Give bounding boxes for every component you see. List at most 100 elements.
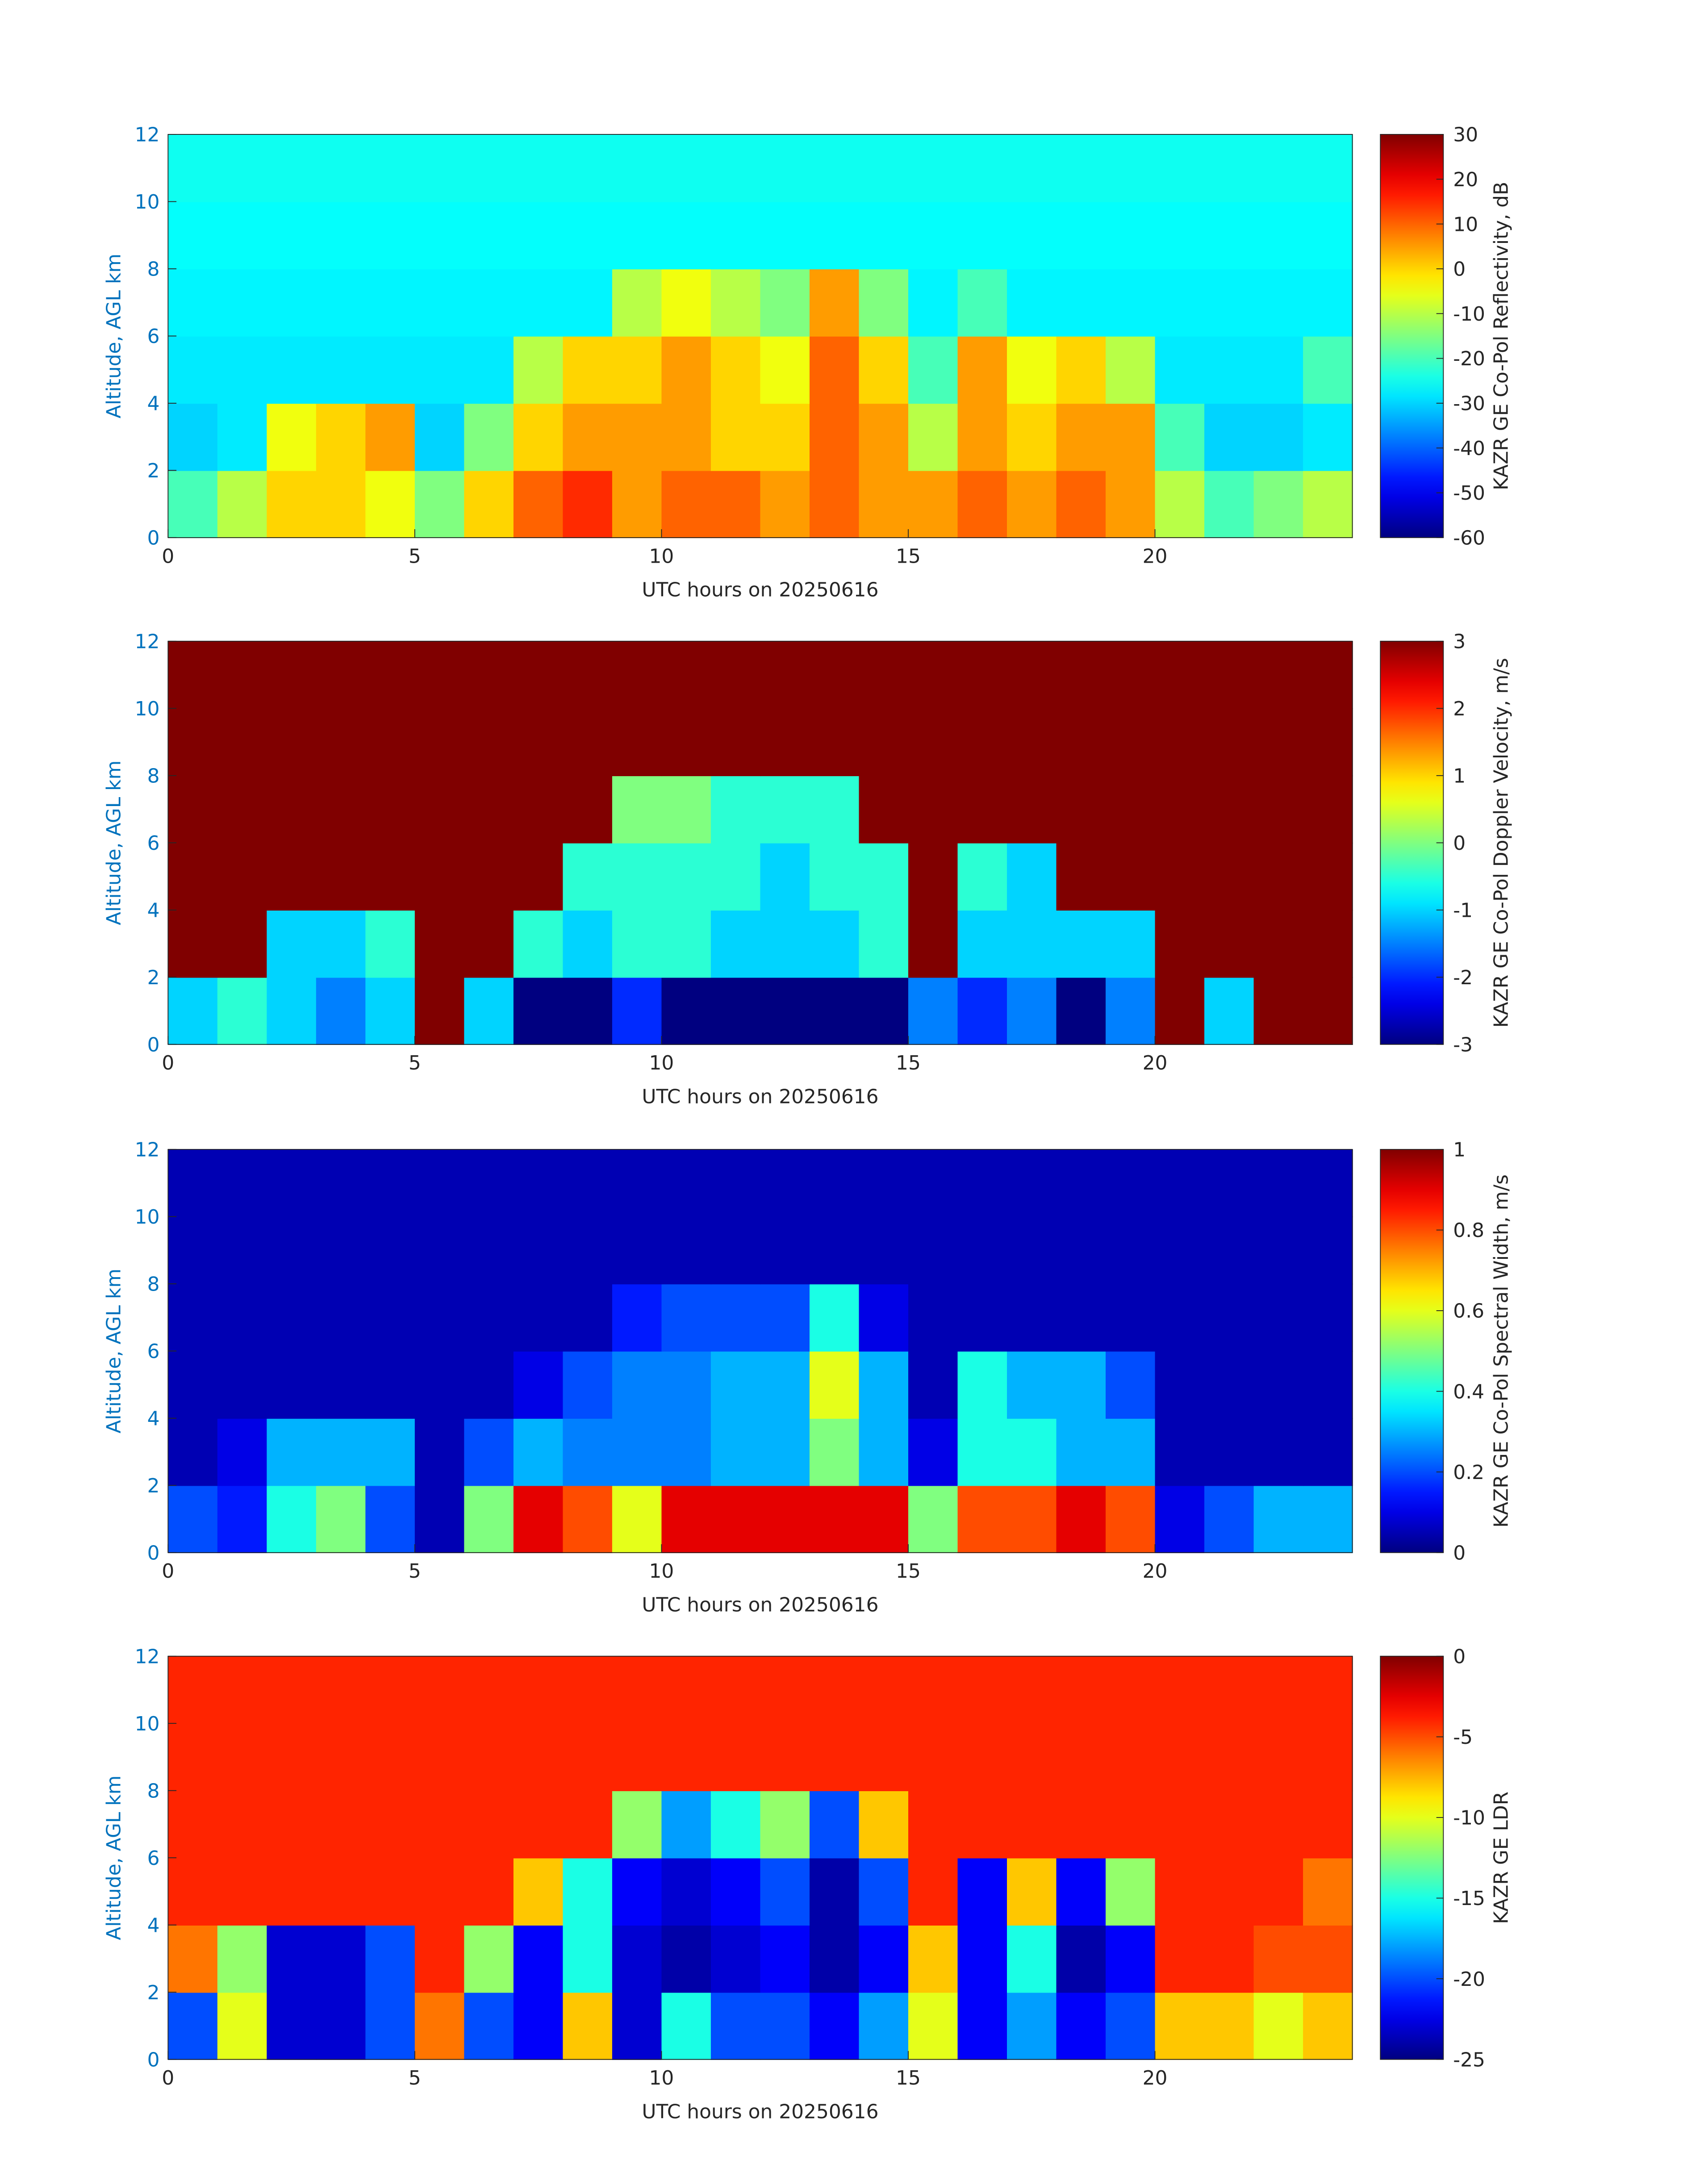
heatmap-cell xyxy=(267,1790,317,1859)
heatmap-cell xyxy=(316,403,366,471)
x-axis-label: UTC hours on 20250616 xyxy=(642,2100,878,2123)
heatmap-cell xyxy=(661,336,712,404)
heatmap-cell xyxy=(908,403,958,471)
heatmap-cell xyxy=(365,1858,416,1926)
heatmap-cell xyxy=(760,1149,810,1217)
heatmap-cell xyxy=(1007,843,1057,911)
heatmap-cell xyxy=(217,134,267,202)
heatmap-cell xyxy=(661,1418,712,1486)
heatmap-cell xyxy=(809,1790,860,1859)
heatmap-cell xyxy=(760,1418,810,1486)
y-tick-label: 2 xyxy=(147,460,160,482)
colorbar-tick-label: 2 xyxy=(1453,698,1466,720)
heatmap-cell xyxy=(1056,134,1107,202)
heatmap-cell xyxy=(563,1858,613,1926)
y-tick-label: 8 xyxy=(147,1780,160,1802)
y-tick-label: 12 xyxy=(135,124,160,146)
heatmap-cell xyxy=(414,977,465,1045)
heatmap-cell xyxy=(513,1418,564,1486)
heatmap-cell xyxy=(1007,1656,1057,1724)
heatmap-cell xyxy=(316,1418,366,1486)
heatmap-cell xyxy=(661,403,712,471)
heatmap-cell xyxy=(760,470,810,539)
heatmap-cell xyxy=(809,641,860,709)
heatmap-cell xyxy=(563,403,613,471)
colorbar-tick-label: 30 xyxy=(1453,124,1478,146)
x-axis-label: UTC hours on 20250616 xyxy=(642,1085,878,1108)
heatmap-cell xyxy=(957,1418,1008,1486)
heatmap-cell xyxy=(168,1925,218,1993)
heatmap-cell xyxy=(1253,1149,1304,1217)
heatmap-cell xyxy=(908,641,958,709)
heatmap-cell xyxy=(809,268,860,337)
heatmap-cell xyxy=(661,641,712,709)
heatmap-cell xyxy=(1253,1283,1304,1352)
heatmap-cell xyxy=(760,910,810,978)
x-tick-label: 5 xyxy=(409,545,421,568)
heatmap-cell xyxy=(612,1418,662,1486)
heatmap-cell xyxy=(414,1790,465,1859)
heatmap-cell xyxy=(563,1790,613,1859)
heatmap-cell xyxy=(1303,1656,1353,1724)
heatmap-cell xyxy=(217,1418,267,1486)
heatmap-cell xyxy=(365,977,416,1045)
heatmap-cell xyxy=(563,910,613,978)
y-tick-label: 10 xyxy=(135,1206,160,1228)
heatmap-cell xyxy=(563,1992,613,2060)
x-tick-label: 0 xyxy=(162,545,174,568)
heatmap-cell xyxy=(1204,910,1254,978)
heatmap-cell xyxy=(661,1351,712,1419)
heatmap-cell xyxy=(464,1858,514,1926)
heatmap-cell xyxy=(1253,1656,1304,1724)
heatmap-cell xyxy=(1155,134,1205,202)
heatmap-cell xyxy=(859,910,909,978)
heatmap-cell xyxy=(760,1790,810,1859)
heatmap-cell xyxy=(168,1858,218,1926)
colorbar xyxy=(1380,134,1444,538)
heatmap-cell xyxy=(1253,1790,1304,1859)
heatmap-cell xyxy=(365,641,416,709)
y-tick-label: 0 xyxy=(147,2048,160,2071)
heatmap-cell xyxy=(1106,1992,1156,2060)
heatmap-cell xyxy=(414,134,465,202)
heatmap-cell xyxy=(267,1418,317,1486)
heatmap-cell xyxy=(267,1216,317,1285)
heatmap-cell xyxy=(1007,1283,1057,1352)
heatmap-cell xyxy=(908,843,958,911)
heatmap-cell xyxy=(661,134,712,202)
heatmap-cell xyxy=(267,1858,317,1926)
heatmap-cell xyxy=(661,1216,712,1285)
heatmap-cell xyxy=(859,641,909,709)
heatmap-cell xyxy=(1303,910,1353,978)
heatmap-cell xyxy=(1253,708,1304,777)
heatmap-cell xyxy=(316,268,366,337)
colorbar-tick-label: 0.2 xyxy=(1453,1461,1484,1484)
heatmap-cell xyxy=(563,1283,613,1352)
heatmap-cell xyxy=(1155,843,1205,911)
heatmap-cell xyxy=(168,470,218,539)
heatmap-cell xyxy=(513,977,564,1045)
heatmap-cell xyxy=(809,403,860,471)
heatmap-cell xyxy=(217,1925,267,1993)
heatmap-cell xyxy=(1056,843,1107,911)
heatmap-cell xyxy=(267,641,317,709)
heatmap-cell xyxy=(1155,403,1205,471)
heatmap-cell xyxy=(1007,470,1057,539)
heatmap-cell xyxy=(1106,708,1156,777)
heatmap-cell xyxy=(957,1992,1008,2060)
heatmap-cell xyxy=(612,1351,662,1419)
heatmap-cell xyxy=(316,201,366,270)
heatmap-cell xyxy=(710,1992,761,2060)
heatmap-cell xyxy=(957,268,1008,337)
heatmap-cell xyxy=(316,1351,366,1419)
heatmap-cell xyxy=(859,134,909,202)
heatmap-cell xyxy=(168,1418,218,1486)
heatmap-cell xyxy=(710,1149,761,1217)
heatmap-cell xyxy=(414,1149,465,1217)
heatmap-cell xyxy=(365,1149,416,1217)
heatmap-cell xyxy=(1253,403,1304,471)
heatmap-cell xyxy=(1056,1149,1107,1217)
heatmap-cell xyxy=(217,470,267,539)
colorbar-tick-label: 0.6 xyxy=(1453,1300,1484,1323)
heatmap-cell xyxy=(859,470,909,539)
